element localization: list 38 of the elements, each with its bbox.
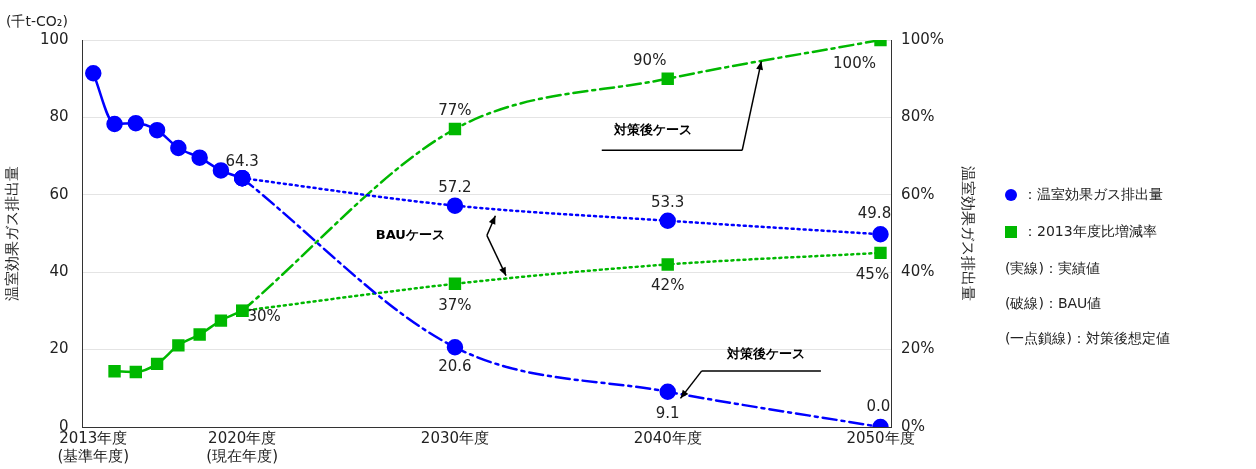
y2-tick-label: 100%: [901, 29, 945, 48]
annotation: 対策後ケース: [612, 121, 692, 137]
data-label: 90%: [633, 50, 667, 69]
legend-label: ：2013年度比増減率: [1023, 222, 1157, 241]
data-label: 100%: [833, 53, 876, 72]
data-label: 49.8: [857, 204, 892, 223]
y2-tick-label: 40%: [901, 262, 935, 281]
annotation: 対策後ケース: [725, 345, 805, 361]
text: (千t-CO₂): [6, 12, 68, 29]
x-tick-label: 2040年度: [633, 428, 702, 447]
data-label: 77%: [438, 100, 472, 119]
text: (実線)：実績値: [1005, 259, 1101, 278]
data-label: 30%: [247, 306, 281, 325]
data-label: 0.0: [866, 396, 891, 415]
legend-label: ：温室効果ガス排出量: [1023, 185, 1163, 204]
text: (破線)：BAU値: [1005, 294, 1103, 313]
text: (一点鎖線)：対策後想定値: [1005, 329, 1170, 348]
data-label: 42%: [651, 276, 685, 295]
y2-tick-label: 20%: [901, 339, 935, 358]
data-label: 45%: [855, 264, 890, 283]
y2-tick-label: 80%: [901, 107, 935, 126]
y2-tick-label: 60%: [901, 184, 935, 203]
y2-axis-title: 温室効果ガス排出量: [959, 166, 978, 301]
y-tick-label: 80: [49, 107, 69, 126]
data-label: 20.6: [438, 357, 472, 376]
y-axis-title: 温室効果ガス排出量: [2, 166, 21, 301]
data-label: 53.3: [651, 192, 685, 211]
data-label: 37%: [438, 295, 472, 314]
data-label: 9.1: [655, 403, 680, 422]
data-label: 64.3: [225, 152, 259, 171]
x-tick-label: 2030年度: [420, 428, 490, 447]
data-label: 57.2: [438, 177, 472, 196]
annotation: BAUケース: [375, 226, 445, 242]
x-tick-label: 2020年度 (現在年度): [206, 428, 279, 465]
y-tick-label: 40: [49, 262, 69, 281]
y-tick-label: 20: [49, 339, 69, 358]
y-tick-label: 60: [49, 184, 69, 203]
y-tick-label: 100: [39, 29, 69, 48]
